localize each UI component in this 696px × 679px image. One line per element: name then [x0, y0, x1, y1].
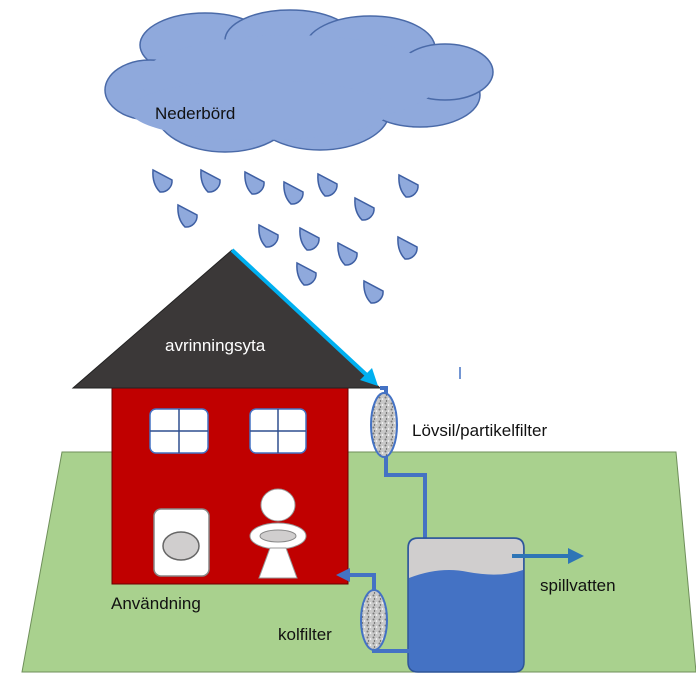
usage-label: Användning [111, 594, 201, 613]
toilet-icon [249, 488, 307, 579]
filter-icon [360, 589, 388, 651]
raindrop-icon [337, 241, 358, 266]
leaf-filter-label: Lövsil/partikelfilter [412, 421, 548, 440]
raindrop-icon [317, 172, 338, 197]
raindrop-icon [354, 196, 375, 221]
raindrop-icon [299, 226, 320, 251]
downpipe [380, 386, 427, 548]
water-tank [407, 537, 525, 673]
runoff-arrow [230, 248, 374, 382]
raindrop-icon [398, 173, 419, 198]
washing-machine-icon [153, 508, 210, 577]
house-wall [111, 387, 349, 585]
raindrop-icon [258, 223, 279, 248]
precipitation-label: Nederbörd [155, 104, 236, 123]
raindrop-icon [200, 168, 221, 193]
overflow-label: spillvatten [540, 576, 616, 595]
raindrop-icon [296, 261, 317, 286]
carbon-filter-label: kolfilter [278, 625, 332, 644]
raindrop-icon [363, 279, 384, 304]
raindrop-icon [152, 168, 173, 193]
raindrop-icon [397, 235, 418, 260]
window-icon [149, 408, 209, 454]
raindrop-icon [244, 170, 265, 195]
window-icon [249, 408, 307, 454]
filter-icon [370, 392, 398, 458]
runoff-surface-label: avrinningsyta [165, 336, 266, 355]
raindrop-icon [177, 203, 198, 228]
roof [71, 249, 382, 389]
raindrops [152, 168, 419, 304]
raindrop-icon [283, 180, 304, 205]
